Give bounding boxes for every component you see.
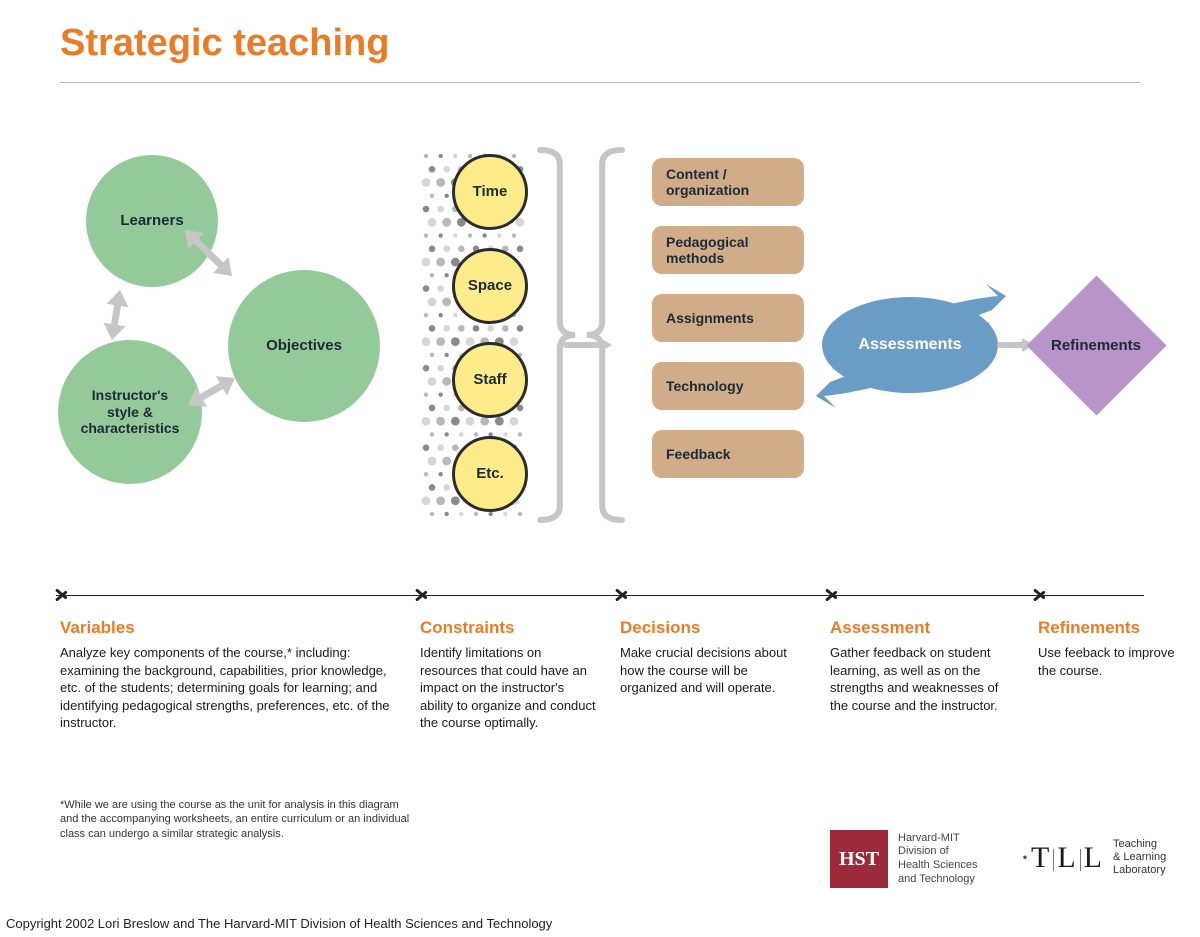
section-heading: Refinements (1038, 618, 1188, 638)
section-body: Gather feedback on student learning, as … (830, 644, 1010, 714)
section-heading: Assessment (830, 618, 1010, 638)
timeline-chevron (616, 584, 630, 606)
section-body: Identify limitations on resources that c… (420, 644, 600, 732)
section-body: Analyze key components of the course,* i… (60, 644, 400, 732)
tll-mark: ·TLL (1020, 841, 1103, 875)
hst-mark: HST (830, 830, 888, 888)
section-heading: Constraints (420, 618, 600, 638)
refinements-node: Refinements (1026, 275, 1166, 415)
timeline-chevron (1034, 584, 1048, 606)
section-variables: Variables Analyze key components of the c… (60, 618, 400, 732)
to-refinements-arrow (0, 0, 1200, 937)
section-heading: Decisions (620, 618, 800, 638)
hst-text: Harvard-MITDivision ofHealth Sciencesand… (898, 832, 978, 887)
tll-logo: ·TLL Teaching& LearningLaboratory (1020, 838, 1166, 878)
section-decisions: Decisions Make crucial decisions about ho… (620, 618, 800, 697)
section-refinements: Refinements Use feeback to improve the co… (1038, 618, 1188, 679)
timeline-axis (56, 595, 1144, 596)
diagram-canvas: Strategic teaching LearnersObjectivesIns… (0, 0, 1200, 937)
section-body: Use feeback to improve the course. (1038, 644, 1188, 679)
section-assessment: Assessment Gather feedback on student lea… (830, 618, 1010, 714)
refinements-label: Refinements (1051, 337, 1141, 354)
section-body: Make crucial decisions about how the cou… (620, 644, 800, 697)
hst-logo: HST Harvard-MITDivision ofHealth Science… (830, 830, 978, 888)
copyright: Copyright 2002 Lori Breslow and The Harv… (6, 916, 552, 931)
section-heading: Variables (60, 618, 400, 638)
timeline-chevron (56, 584, 70, 606)
section-constraints: Constraints Identify limitations on resou… (420, 618, 600, 732)
tll-text: Teaching& LearningLaboratory (1113, 838, 1166, 878)
footnote: *While we are using the course as the un… (60, 798, 420, 841)
timeline-chevron (416, 584, 430, 606)
timeline-chevron (826, 584, 840, 606)
